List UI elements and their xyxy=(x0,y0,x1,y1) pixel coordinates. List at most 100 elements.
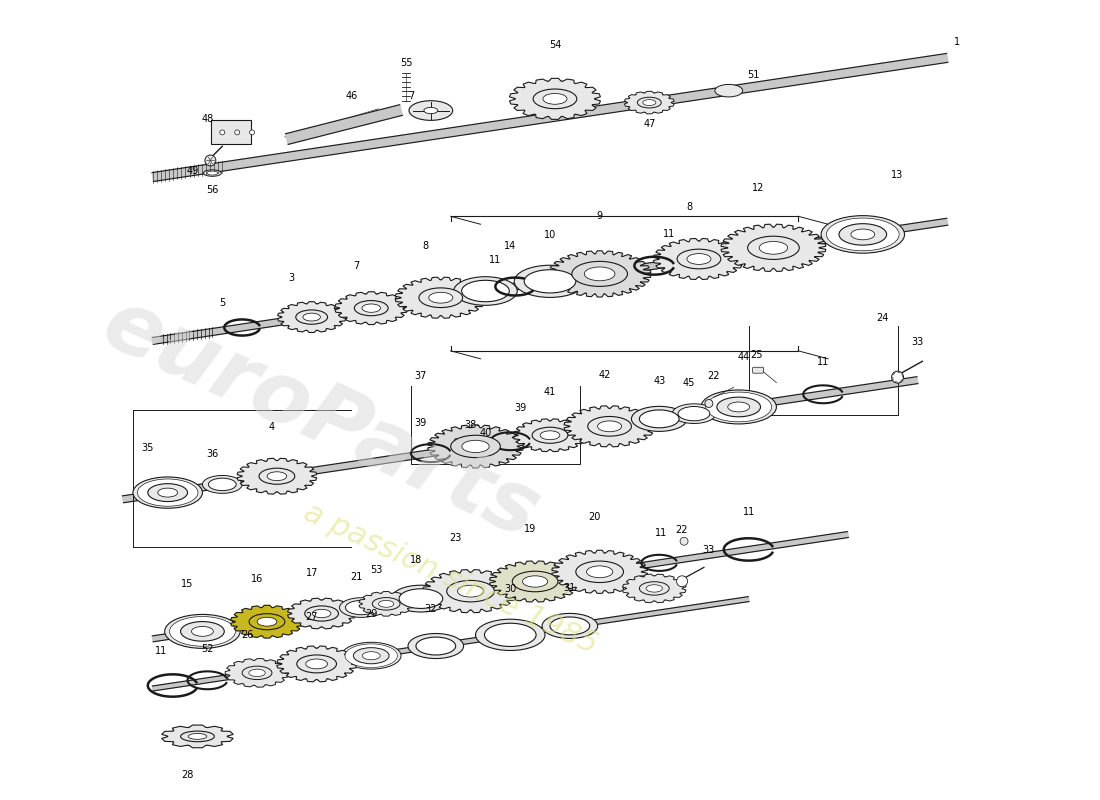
Ellipse shape xyxy=(540,431,560,440)
Text: 11: 11 xyxy=(817,357,829,366)
Ellipse shape xyxy=(362,593,410,614)
Ellipse shape xyxy=(258,468,295,484)
Text: 3: 3 xyxy=(288,274,295,283)
Ellipse shape xyxy=(208,478,236,490)
Polygon shape xyxy=(231,606,304,638)
Text: 31: 31 xyxy=(563,583,576,593)
Ellipse shape xyxy=(409,101,453,120)
Text: 39: 39 xyxy=(415,418,427,428)
Text: 33: 33 xyxy=(911,338,924,347)
Ellipse shape xyxy=(267,472,287,481)
Circle shape xyxy=(705,399,713,407)
Ellipse shape xyxy=(637,98,661,108)
Ellipse shape xyxy=(235,607,299,636)
Ellipse shape xyxy=(659,241,739,277)
Ellipse shape xyxy=(408,634,463,658)
Polygon shape xyxy=(153,597,749,691)
Ellipse shape xyxy=(429,572,513,610)
Text: 22: 22 xyxy=(707,371,721,381)
Ellipse shape xyxy=(678,406,710,421)
Polygon shape xyxy=(625,91,674,114)
Polygon shape xyxy=(359,591,414,616)
Ellipse shape xyxy=(462,280,509,302)
Ellipse shape xyxy=(372,598,400,610)
Circle shape xyxy=(892,371,903,383)
Polygon shape xyxy=(287,598,355,629)
Text: 10: 10 xyxy=(543,230,557,240)
FancyBboxPatch shape xyxy=(211,121,251,144)
Ellipse shape xyxy=(597,421,622,432)
Ellipse shape xyxy=(402,280,481,315)
Ellipse shape xyxy=(191,626,213,636)
Ellipse shape xyxy=(204,170,221,176)
Ellipse shape xyxy=(169,617,235,646)
Ellipse shape xyxy=(282,648,351,679)
Ellipse shape xyxy=(631,406,688,431)
Ellipse shape xyxy=(202,475,242,494)
Ellipse shape xyxy=(133,477,202,508)
Text: 26: 26 xyxy=(241,630,253,640)
Ellipse shape xyxy=(399,589,442,609)
Polygon shape xyxy=(152,532,848,642)
Ellipse shape xyxy=(249,614,285,630)
Ellipse shape xyxy=(475,619,544,650)
Ellipse shape xyxy=(340,598,383,618)
Text: 29: 29 xyxy=(365,609,377,619)
Ellipse shape xyxy=(851,229,874,240)
Ellipse shape xyxy=(525,270,575,293)
Polygon shape xyxy=(428,425,524,468)
Polygon shape xyxy=(226,658,289,687)
Polygon shape xyxy=(152,218,948,344)
Ellipse shape xyxy=(642,100,656,106)
Ellipse shape xyxy=(715,85,742,97)
Ellipse shape xyxy=(242,461,311,492)
Text: 56: 56 xyxy=(206,185,219,195)
Text: 27: 27 xyxy=(306,612,318,622)
Polygon shape xyxy=(422,570,518,613)
Text: 11: 11 xyxy=(742,506,755,517)
Text: 16: 16 xyxy=(251,574,263,583)
Ellipse shape xyxy=(759,242,788,254)
Ellipse shape xyxy=(207,171,218,175)
Ellipse shape xyxy=(515,81,595,117)
Ellipse shape xyxy=(451,435,501,458)
Polygon shape xyxy=(122,377,917,502)
Text: a passion since 1985: a passion since 1985 xyxy=(299,498,603,660)
Polygon shape xyxy=(653,238,745,279)
Ellipse shape xyxy=(312,610,331,618)
Text: 54: 54 xyxy=(549,40,561,50)
Text: 11: 11 xyxy=(656,528,668,538)
Circle shape xyxy=(680,538,688,546)
Text: 49: 49 xyxy=(186,166,199,176)
Ellipse shape xyxy=(424,107,438,114)
Text: 8: 8 xyxy=(686,202,692,212)
Text: 14: 14 xyxy=(504,241,516,250)
Ellipse shape xyxy=(353,648,389,664)
Ellipse shape xyxy=(627,576,682,601)
Text: 21: 21 xyxy=(350,571,363,582)
Text: 46: 46 xyxy=(345,90,358,101)
Text: 19: 19 xyxy=(524,524,537,534)
Ellipse shape xyxy=(572,262,627,286)
Polygon shape xyxy=(162,725,233,748)
Ellipse shape xyxy=(345,644,397,667)
Ellipse shape xyxy=(462,440,490,453)
Ellipse shape xyxy=(748,236,800,259)
Ellipse shape xyxy=(229,660,285,686)
Text: 23: 23 xyxy=(450,533,462,542)
Ellipse shape xyxy=(433,428,517,465)
Ellipse shape xyxy=(453,277,517,306)
Ellipse shape xyxy=(292,600,351,627)
Ellipse shape xyxy=(180,622,224,642)
Ellipse shape xyxy=(416,637,455,655)
Text: 47: 47 xyxy=(644,119,656,130)
Text: 28: 28 xyxy=(182,770,194,780)
Ellipse shape xyxy=(728,402,749,412)
Text: euroParts: euroParts xyxy=(90,282,553,558)
Ellipse shape xyxy=(542,614,597,638)
Text: 25: 25 xyxy=(750,350,762,360)
Ellipse shape xyxy=(556,254,645,294)
Ellipse shape xyxy=(362,304,381,312)
Text: 42: 42 xyxy=(598,370,611,381)
Ellipse shape xyxy=(639,410,679,428)
